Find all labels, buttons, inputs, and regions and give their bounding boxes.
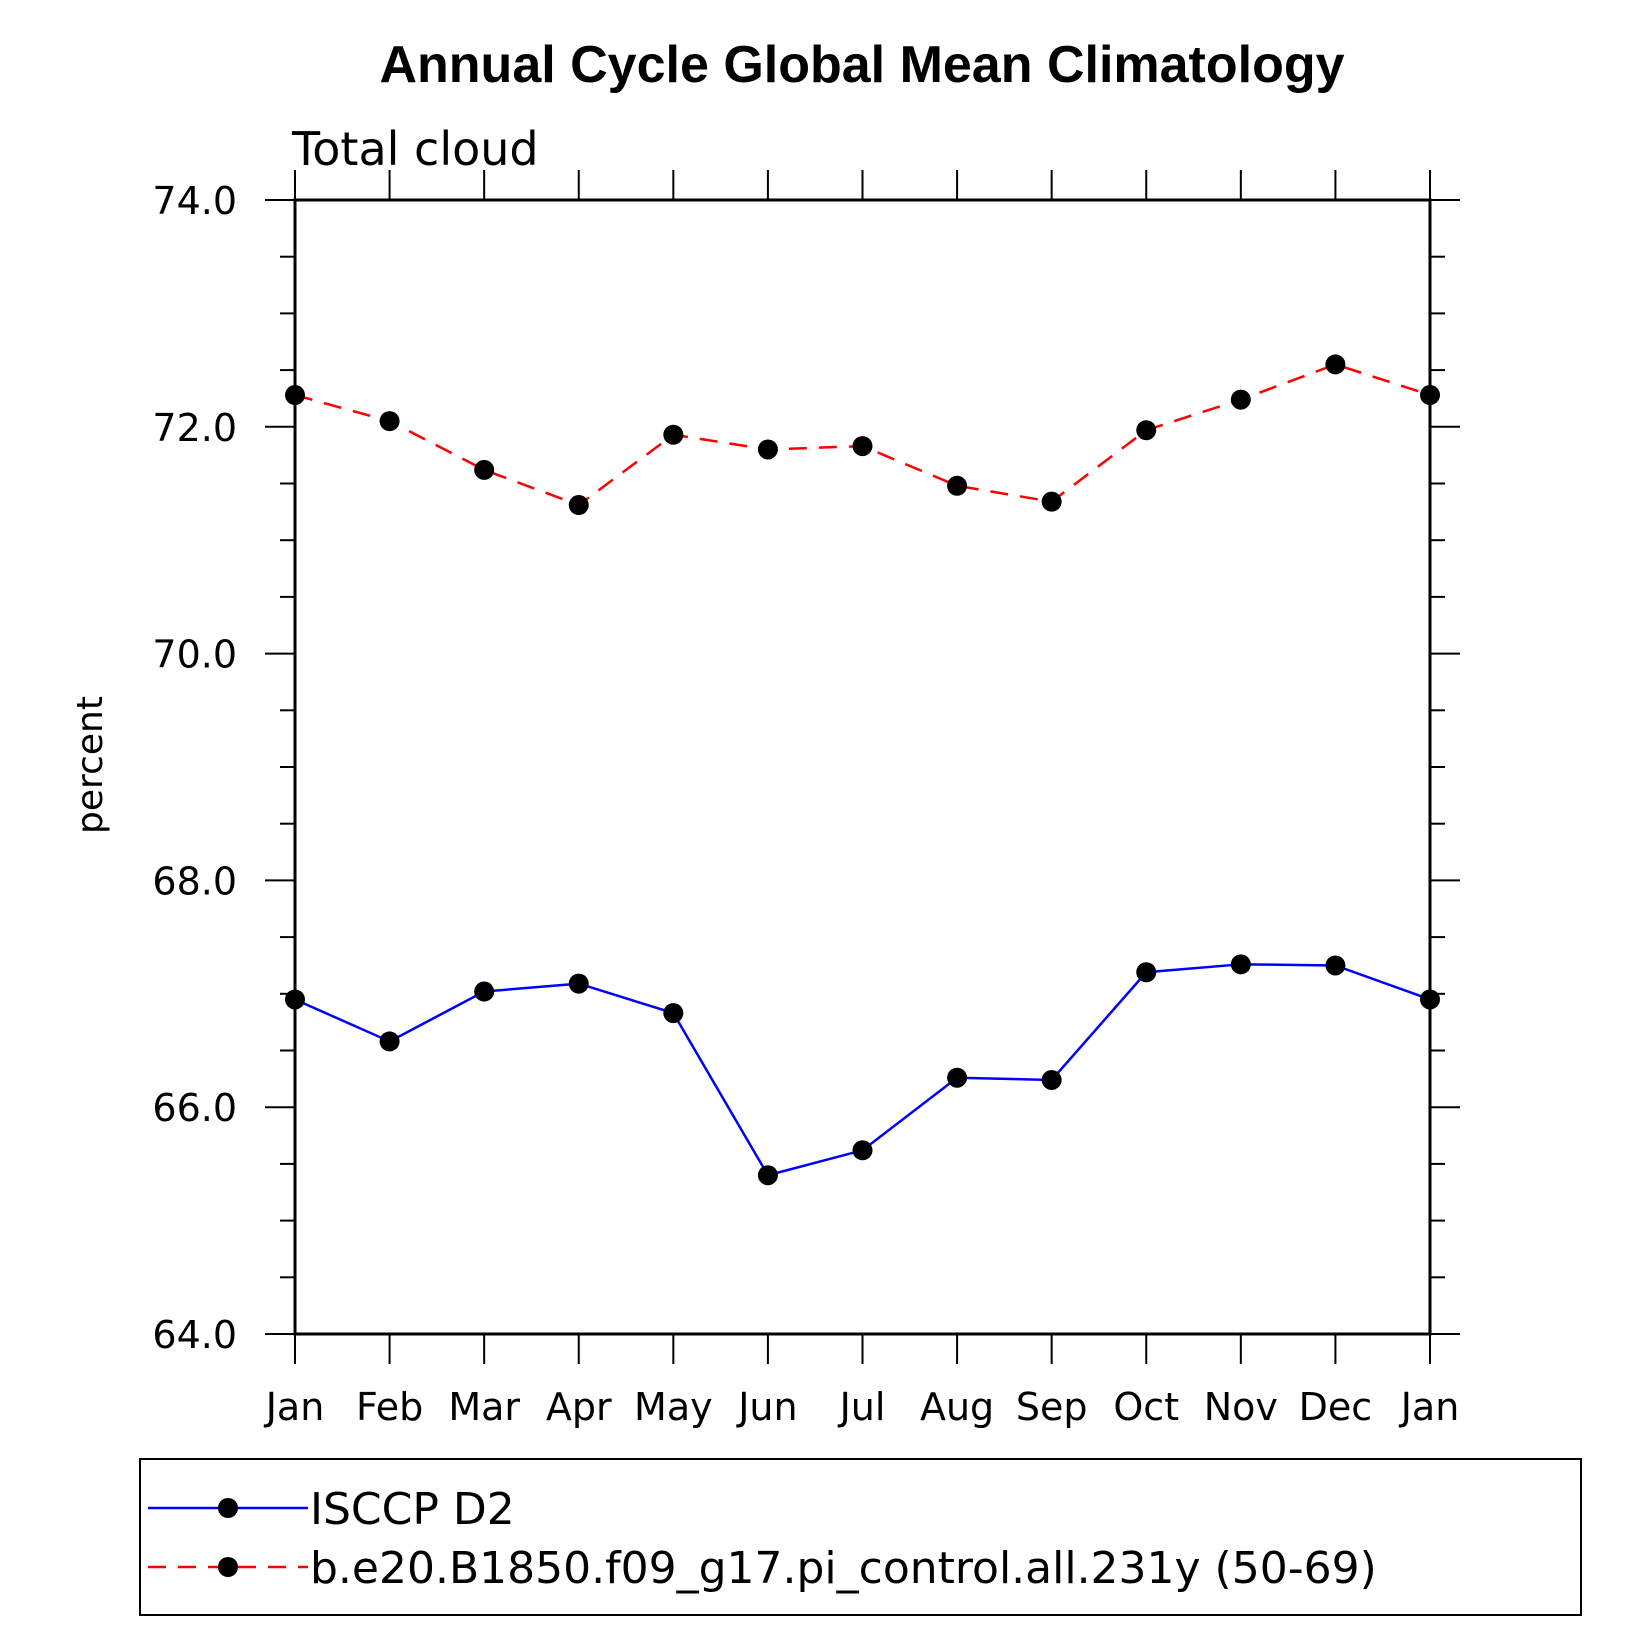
series-0-point [1325, 955, 1346, 976]
series-layer [285, 354, 1440, 1186]
series-0-point [285, 989, 305, 1010]
series-0-point [947, 1067, 968, 1088]
series-1-point [1420, 385, 1440, 406]
x-tick-label: Nov [1204, 1385, 1278, 1429]
legend-marker-1 [218, 1557, 238, 1577]
series-1-point [1136, 420, 1157, 441]
y-tick-label: 68.0 [152, 859, 237, 903]
series-0-point [1136, 962, 1157, 983]
series-1-point [1325, 354, 1346, 375]
x-tick-label: Oct [1113, 1385, 1179, 1429]
y-tick-label: 74.0 [152, 179, 237, 223]
legend-box [139, 1458, 1582, 1616]
legend: ISCCP D2 b.e20.B1850.f09_g17.pi_control.a… [139, 1458, 1582, 1616]
series-0-point [474, 981, 495, 1002]
series-1-point [474, 459, 495, 480]
series-0-point [852, 1140, 873, 1161]
x-tick-label: Aug [920, 1385, 994, 1429]
y-tick-label: 70.0 [152, 633, 237, 677]
series-1-point [1041, 491, 1062, 512]
series-0-point [568, 973, 589, 994]
chart-title: Annual Cycle Global Mean Climatology [379, 36, 1344, 94]
x-tick-label: Jan [264, 1385, 325, 1429]
series-1-point [757, 439, 778, 460]
series-1-point [1230, 389, 1251, 410]
plot-frame [293, 198, 1432, 1336]
series-0-point [1420, 989, 1440, 1010]
legend-label-1: b.e20.B1850.f09_g17.pi_control.all.231y … [310, 1543, 1377, 1594]
legend-marker-0 [218, 1498, 238, 1518]
series-line-1 [294, 363, 1431, 507]
y-tick-label: 66.0 [152, 1086, 237, 1130]
series-1-point [379, 411, 400, 432]
x-tick-label: Jan [1399, 1385, 1460, 1429]
x-tick-label: Sep [1016, 1385, 1088, 1429]
series-0-point [757, 1165, 778, 1186]
series-0-point [663, 1003, 684, 1024]
chart-subtitle: Total cloud [291, 122, 539, 176]
series-0-point [379, 1031, 400, 1052]
x-tick-label: Feb [356, 1385, 423, 1429]
series-1-point [663, 424, 684, 445]
x-tick-label: May [634, 1385, 713, 1429]
series-0-point [1041, 1069, 1062, 1090]
x-tick-label: Dec [1299, 1385, 1373, 1429]
y-tick-label: 64.0 [152, 1313, 237, 1357]
x-tick-label: Jun [736, 1385, 797, 1429]
series-1-point [568, 495, 589, 516]
legend-label-0: ISCCP D2 [310, 1484, 515, 1535]
series-1-point [285, 385, 305, 406]
plot-area: 64.0 66.0 68.0 70.0 72.0 74.0 Jan Feb Mar Apr May J… [152, 170, 1460, 1429]
series-0-point [1230, 954, 1251, 975]
series-1-point [947, 475, 968, 496]
x-tick-label: Mar [448, 1385, 520, 1429]
x-tick-label: Apr [546, 1385, 612, 1429]
x-tick-label: Jul [838, 1385, 886, 1429]
series-1-point [852, 436, 873, 457]
y-axis-label: percent [70, 696, 111, 834]
y-tick-label: 72.0 [152, 406, 237, 450]
